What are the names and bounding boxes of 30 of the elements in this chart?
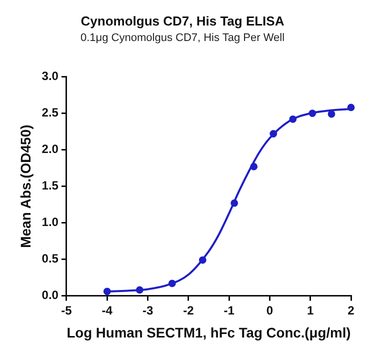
x-tick-label: 0	[266, 303, 274, 318]
y-tick-label: 1.0	[42, 215, 59, 230]
x-tick-label: -1	[224, 303, 235, 318]
x-tick-label: -5	[61, 303, 72, 318]
y-tick-label: 2.0	[42, 142, 59, 156]
point	[136, 286, 144, 294]
y-tick-label: 1.5	[42, 178, 59, 193]
point	[103, 288, 111, 296]
y-tick-label: 2.5	[42, 106, 59, 120]
x-tick-label: 2	[348, 303, 355, 318]
chart-title: Cynomolgus CD7, His Tag ELISA	[80, 13, 285, 28]
x-tick-label: 1	[307, 303, 314, 318]
x-tick-label: -4	[102, 303, 113, 318]
x-axis-title: Log Human SECTM1, hFc Tag Conc.(μg/ml)	[66, 324, 351, 340]
point	[289, 115, 297, 123]
point	[250, 162, 258, 170]
y-tick-label: 3.0	[42, 69, 59, 84]
chart-subtitle: 0.1μg Cynomolgus CD7, His Tag Per Well	[80, 32, 285, 44]
point	[198, 256, 206, 264]
point	[328, 110, 336, 118]
point	[308, 110, 316, 117]
y-tick-label: 0.5	[42, 252, 59, 266]
y-axis-title: Mean Abs.(OD450)	[17, 124, 34, 248]
point	[347, 104, 355, 112]
x-tick-label: -2	[183, 303, 194, 318]
x-tick-label: -3	[142, 303, 154, 318]
y-tick-label: 0.0	[42, 288, 59, 302]
point	[230, 199, 238, 207]
point	[168, 280, 176, 288]
point	[270, 130, 278, 138]
